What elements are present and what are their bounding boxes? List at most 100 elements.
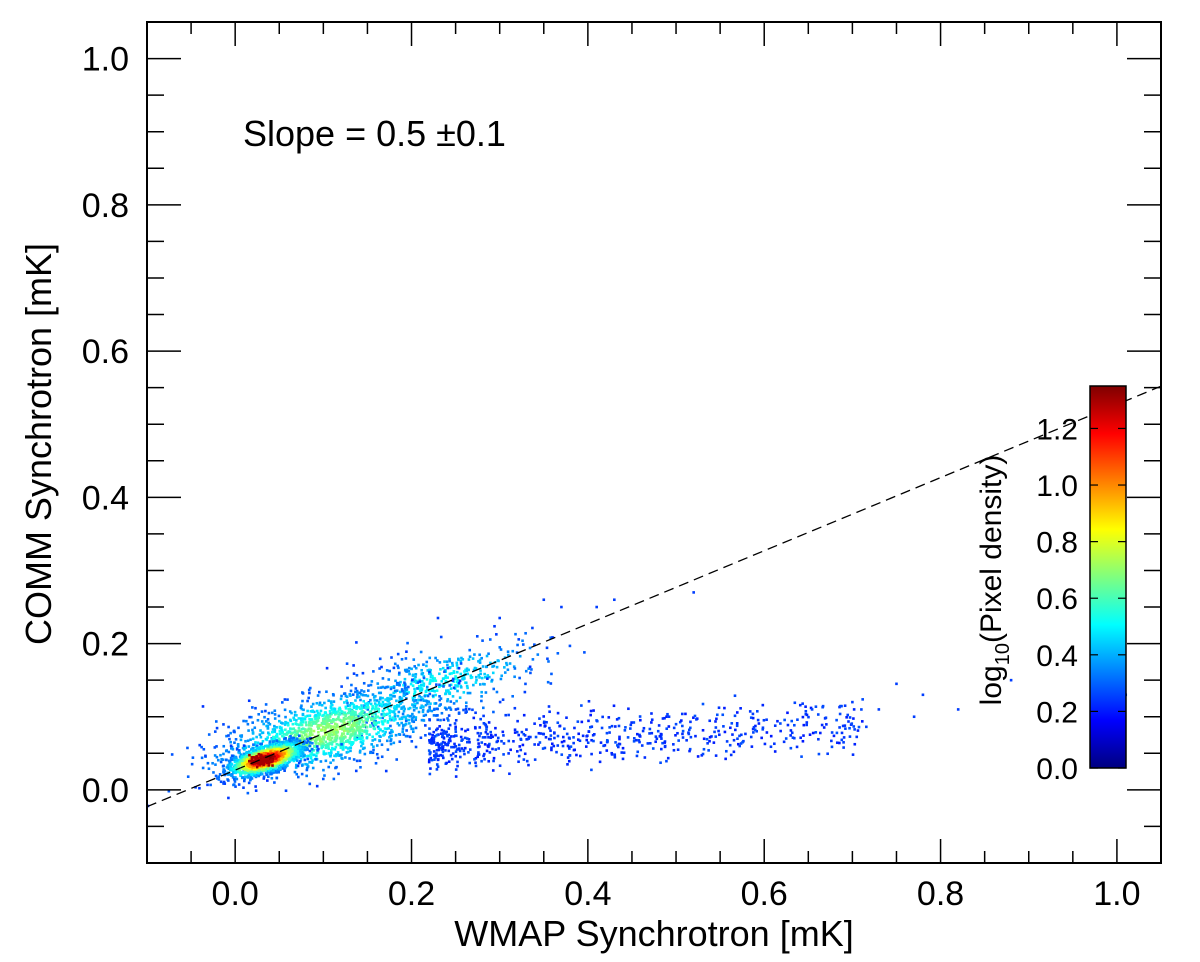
data-point <box>430 741 433 745</box>
data-point <box>311 759 314 762</box>
plot-frame <box>146 21 1162 864</box>
data-point <box>222 744 226 748</box>
data-point <box>756 718 760 722</box>
data-point <box>474 711 477 715</box>
data-point <box>422 663 425 666</box>
data-point <box>447 741 450 745</box>
data-point <box>302 731 305 735</box>
data-point <box>701 728 705 732</box>
data-point <box>241 755 245 759</box>
data-point <box>608 731 611 734</box>
data-point <box>450 661 454 665</box>
data-point <box>845 716 848 719</box>
data-point <box>303 733 307 737</box>
data-point <box>431 689 434 693</box>
data-point <box>243 770 247 774</box>
data-point <box>281 767 285 770</box>
data-point <box>239 738 243 742</box>
data-point <box>428 718 432 722</box>
data-point <box>650 712 653 715</box>
data-point <box>517 638 521 641</box>
data-point <box>458 696 462 699</box>
data-point <box>324 717 328 721</box>
data-point <box>339 719 343 722</box>
data-point <box>271 764 274 767</box>
data-point <box>487 652 490 656</box>
data-point <box>282 741 286 744</box>
data-point <box>284 789 288 793</box>
data-point <box>488 751 492 754</box>
data-point <box>805 723 808 727</box>
data-point <box>400 688 404 691</box>
data-point <box>227 725 230 729</box>
x-tick-label: 0.0 <box>212 875 259 913</box>
data-point <box>228 760 232 764</box>
data-point <box>353 732 357 735</box>
colorbar-tick-label: 1.2 <box>1036 413 1078 446</box>
data-point <box>459 672 463 676</box>
data-point <box>392 666 396 670</box>
data-point <box>848 716 852 719</box>
data-point <box>494 726 497 730</box>
data-point <box>371 715 374 718</box>
data-point <box>294 757 298 761</box>
data-point <box>445 761 448 765</box>
data-point <box>268 744 272 748</box>
data-point <box>573 748 577 752</box>
data-point <box>263 757 266 761</box>
data-point <box>382 734 385 737</box>
data-point <box>562 739 566 743</box>
data-point <box>280 763 283 766</box>
data-point <box>362 699 365 703</box>
data-point <box>335 717 339 721</box>
data-point <box>289 734 292 738</box>
data-point <box>438 672 441 676</box>
data-point <box>200 745 203 749</box>
data-point <box>332 707 335 710</box>
data-point <box>386 707 390 710</box>
data-point <box>332 725 336 728</box>
data-point <box>369 698 372 702</box>
data-point <box>190 762 194 766</box>
data-point <box>442 737 446 740</box>
data-point <box>411 716 414 720</box>
data-point <box>486 674 490 677</box>
data-point <box>413 692 416 696</box>
data-point <box>215 726 219 730</box>
data-point <box>454 684 457 687</box>
y-tick-label: 0.0 <box>82 772 129 810</box>
data-point <box>242 786 245 790</box>
data-point <box>372 745 375 749</box>
data-point <box>282 764 285 768</box>
data-point <box>655 737 659 741</box>
data-point <box>509 748 512 752</box>
data-point <box>233 780 237 783</box>
data-point <box>227 779 230 782</box>
data-point <box>480 699 483 703</box>
data-point <box>573 726 576 730</box>
data-point <box>275 748 279 751</box>
data-point <box>480 656 483 660</box>
data-point <box>247 699 251 703</box>
data-point <box>251 737 255 741</box>
data-point <box>253 743 257 746</box>
data-point <box>467 751 470 754</box>
data-point <box>656 729 660 733</box>
data-point <box>523 752 527 756</box>
data-point <box>402 691 406 695</box>
data-point <box>445 708 448 711</box>
data-point <box>428 705 431 709</box>
data-point <box>477 673 481 677</box>
data-point <box>273 769 277 773</box>
data-point <box>277 770 280 774</box>
data-point <box>358 732 362 735</box>
data-point <box>271 762 275 766</box>
data-point <box>266 770 270 774</box>
data-point <box>384 730 387 734</box>
data-point <box>852 717 855 720</box>
data-point <box>261 749 264 753</box>
data-point <box>291 722 295 726</box>
data-point <box>360 707 363 710</box>
data-point <box>735 711 739 714</box>
data-point <box>362 681 366 685</box>
